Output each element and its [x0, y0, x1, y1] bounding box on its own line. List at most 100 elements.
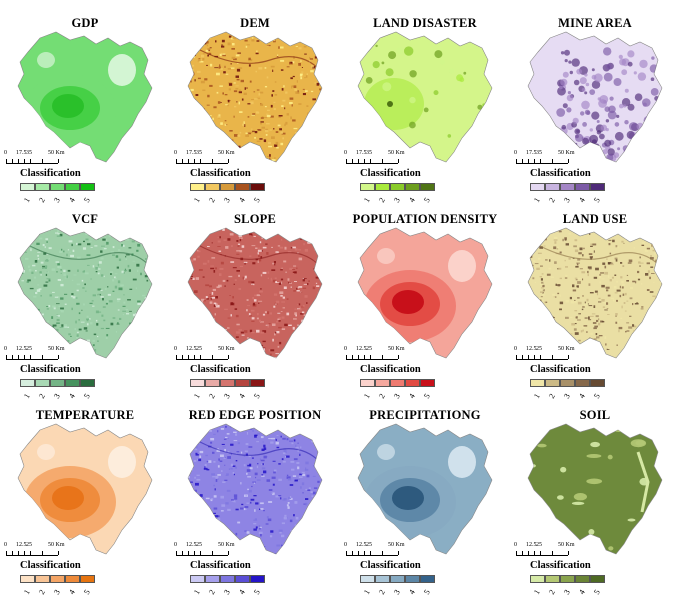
legend-swatch-3 — [560, 379, 575, 387]
legend — [360, 379, 435, 388]
map-mine-area — [527, 31, 663, 163]
legend — [20, 379, 95, 388]
classification-label: Classification — [20, 168, 81, 179]
scale-label: 50 Km — [388, 346, 405, 352]
scale-label: 50 Km — [218, 346, 235, 352]
map-title: LAND USE — [562, 212, 628, 226]
map-land-use — [527, 227, 663, 359]
scale-label: 0 — [344, 150, 347, 156]
scale-label: 50 Km — [48, 346, 65, 352]
scale-label: 35 — [196, 150, 202, 156]
legend-swatch-2 — [545, 183, 560, 191]
map-precipitation — [357, 423, 493, 555]
legend-swatch-3 — [390, 575, 405, 583]
scale-bar: 0 12.5 25 50 Km — [174, 346, 254, 360]
map-panel-precipitation: PRECIPITATIONG 0 12.5 25 50 Km Classification… — [340, 392, 510, 596]
map-panel-dem: DEM 0 17.5 35 50 Km Classification 1 2 3 4 5 — [170, 0, 340, 204]
legend — [530, 575, 605, 584]
legend-swatch-5 — [250, 379, 265, 387]
legend-number: 4 — [67, 588, 77, 596]
map-vcf — [17, 227, 153, 359]
scale-label: 0 — [344, 346, 347, 352]
scale-label: 17.5 — [526, 150, 537, 156]
legend-swatch-1 — [360, 183, 375, 191]
scale-label: 50 Km — [48, 542, 65, 548]
legend-swatch-1 — [360, 575, 375, 583]
scale-label: 25 — [536, 346, 542, 352]
classification-label: Classification — [530, 168, 591, 179]
legend-swatch-5 — [420, 183, 435, 191]
map-title: DEM — [240, 16, 270, 30]
scale-label: 0 — [4, 346, 7, 352]
legend-number: 4 — [577, 588, 587, 596]
legend-number: 2 — [377, 588, 387, 596]
legend-number: 1 — [362, 588, 372, 596]
classification-label: Classification — [190, 168, 251, 179]
map-panel-population-density: POPULATION DENSITY 0 12.5 25 50 Km Classifica… — [340, 196, 510, 400]
legend-number: 5 — [252, 588, 262, 596]
map-gdp — [17, 31, 153, 163]
classification-label: Classification — [360, 168, 421, 179]
legend-number: 1 — [192, 588, 202, 596]
scale-label: 12.5 — [16, 542, 27, 548]
legend-swatch-5 — [590, 183, 605, 191]
classification-label: Classification — [20, 560, 81, 571]
legend-swatch-5 — [250, 183, 265, 191]
map-population-density — [357, 227, 493, 359]
map-panel-land-use: LAND USE 0 12.5 25 50 Km Classification 1 2 3 4 5 — [510, 196, 680, 400]
classification-label: Classification — [360, 364, 421, 375]
legend-swatch-1 — [20, 575, 35, 583]
legend-swatch-4 — [575, 575, 590, 583]
legend-swatch-1 — [530, 575, 545, 583]
map-panel-red-edge-position: RED EDGE POSITION 0 12.5 25 50 Km Classificat… — [170, 392, 340, 596]
scale-label: 25 — [536, 542, 542, 548]
legend-swatch-2 — [545, 379, 560, 387]
classification-label: Classification — [190, 560, 251, 571]
legend-swatch-5 — [590, 575, 605, 583]
legend-swatch-1 — [190, 575, 205, 583]
legend-swatch-2 — [35, 379, 50, 387]
legend-number: 1 — [532, 588, 542, 596]
map-panel-soil: SOIL 0 12.5 25 50 Km Classification 1 2 3 4 5 — [510, 392, 680, 596]
scale-label: 12.5 — [526, 346, 537, 352]
map-title: SLOPE — [234, 212, 276, 226]
legend-swatch-5 — [80, 183, 95, 191]
scale-label: 0 — [344, 542, 347, 548]
map-panel-gdp: GDP 0 17.5 35 50 Km Classification 1 2 3 4 5 — [0, 0, 170, 204]
legend-number: 4 — [237, 588, 247, 596]
legend-swatch-3 — [220, 575, 235, 583]
scale-label: 12.5 — [356, 346, 367, 352]
map-soil — [527, 423, 663, 555]
map-panel-slope: SLOPE 0 12.5 25 50 Km Classification 1 2 3 4 5 — [170, 196, 340, 400]
scale-label: 50 Km — [48, 150, 65, 156]
legend — [530, 183, 605, 192]
scale-bar: 0 12.5 25 50 Km — [344, 542, 424, 556]
legend-swatch-3 — [220, 379, 235, 387]
scale-label: 17.5 — [186, 150, 197, 156]
map-title: SOIL — [579, 408, 611, 422]
legend-number: 4 — [407, 588, 417, 596]
scale-label: 35 — [366, 150, 372, 156]
map-slope — [187, 227, 323, 359]
scale-bar: 0 12.5 25 50 Km — [344, 346, 424, 360]
classification-label: Classification — [530, 560, 591, 571]
legend-swatch-1 — [20, 379, 35, 387]
map-title: TEMPERATURE — [35, 408, 135, 422]
legend-swatch-3 — [390, 379, 405, 387]
classification-label: Classification — [190, 364, 251, 375]
legend-number: 5 — [422, 588, 432, 596]
scale-label: 25 — [366, 346, 372, 352]
scale-label: 25 — [196, 542, 202, 548]
scale-label: 0 — [174, 346, 177, 352]
scale-label: 12.5 — [526, 542, 537, 548]
legend-swatch-4 — [405, 183, 420, 191]
legend — [190, 575, 265, 584]
legend-swatch-5 — [420, 379, 435, 387]
legend — [360, 183, 435, 192]
scale-label: 50 Km — [218, 542, 235, 548]
legend-number: 3 — [562, 588, 572, 596]
legend-swatch-3 — [50, 575, 65, 583]
